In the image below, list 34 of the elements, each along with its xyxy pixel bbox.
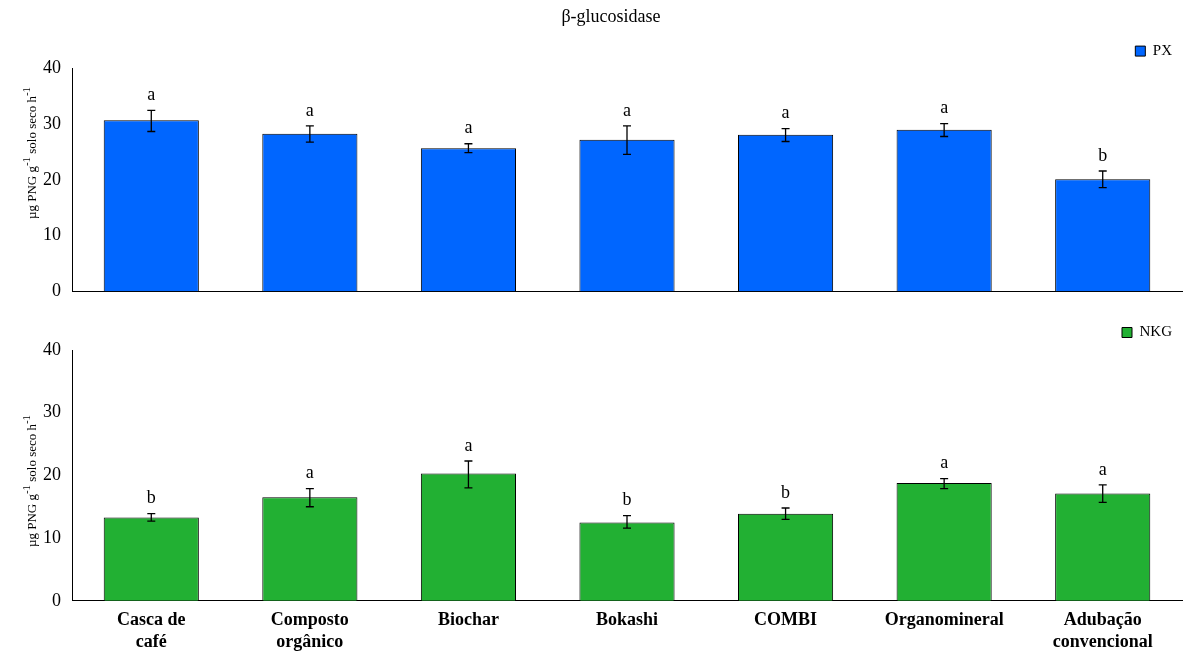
x-tick-label: Bokashi [595,609,659,630]
x-tick-label: Organomineral [884,609,1004,630]
annotation: a [623,99,631,120]
y-tick-label: 0 [52,589,61,610]
y-tick-label: 10 [43,224,61,245]
y-tick-label: 20 [43,464,61,485]
x-tick-label: Adubação convencional [1052,609,1153,651]
annotation: a [1098,458,1107,479]
annotation: b [146,487,156,508]
annotation: a [464,434,473,455]
annotation: b [622,489,632,510]
y-tick-label: 0 [52,279,61,300]
annotation: b [1098,144,1108,165]
annotation: a [305,462,314,483]
x-tick-label: Biochar [437,609,499,630]
y-tick-label: 20 [43,168,61,189]
annotation: a [781,102,790,123]
x-tick-label: COMBI [754,609,818,630]
annotation: a [940,97,949,118]
y-tick-label: 40 [43,338,61,359]
y-tick-label: 30 [43,112,61,133]
annotation: a [464,117,473,138]
annotation: b [781,481,791,502]
legend-label: NKG [1139,323,1173,340]
annotation: a [147,84,156,105]
y-tick-label: 30 [43,401,61,422]
x-tick-label: Casca de café [117,609,186,651]
legend-label: PX [1152,42,1173,59]
annotation: a [940,452,949,473]
x-tick-label: Composto orgânico [270,609,349,651]
chart-title: β-glucosidase [561,5,661,26]
y-tick-label: 40 [43,57,61,78]
annotation: a [305,99,314,120]
y-tick-label: 10 [43,526,61,547]
